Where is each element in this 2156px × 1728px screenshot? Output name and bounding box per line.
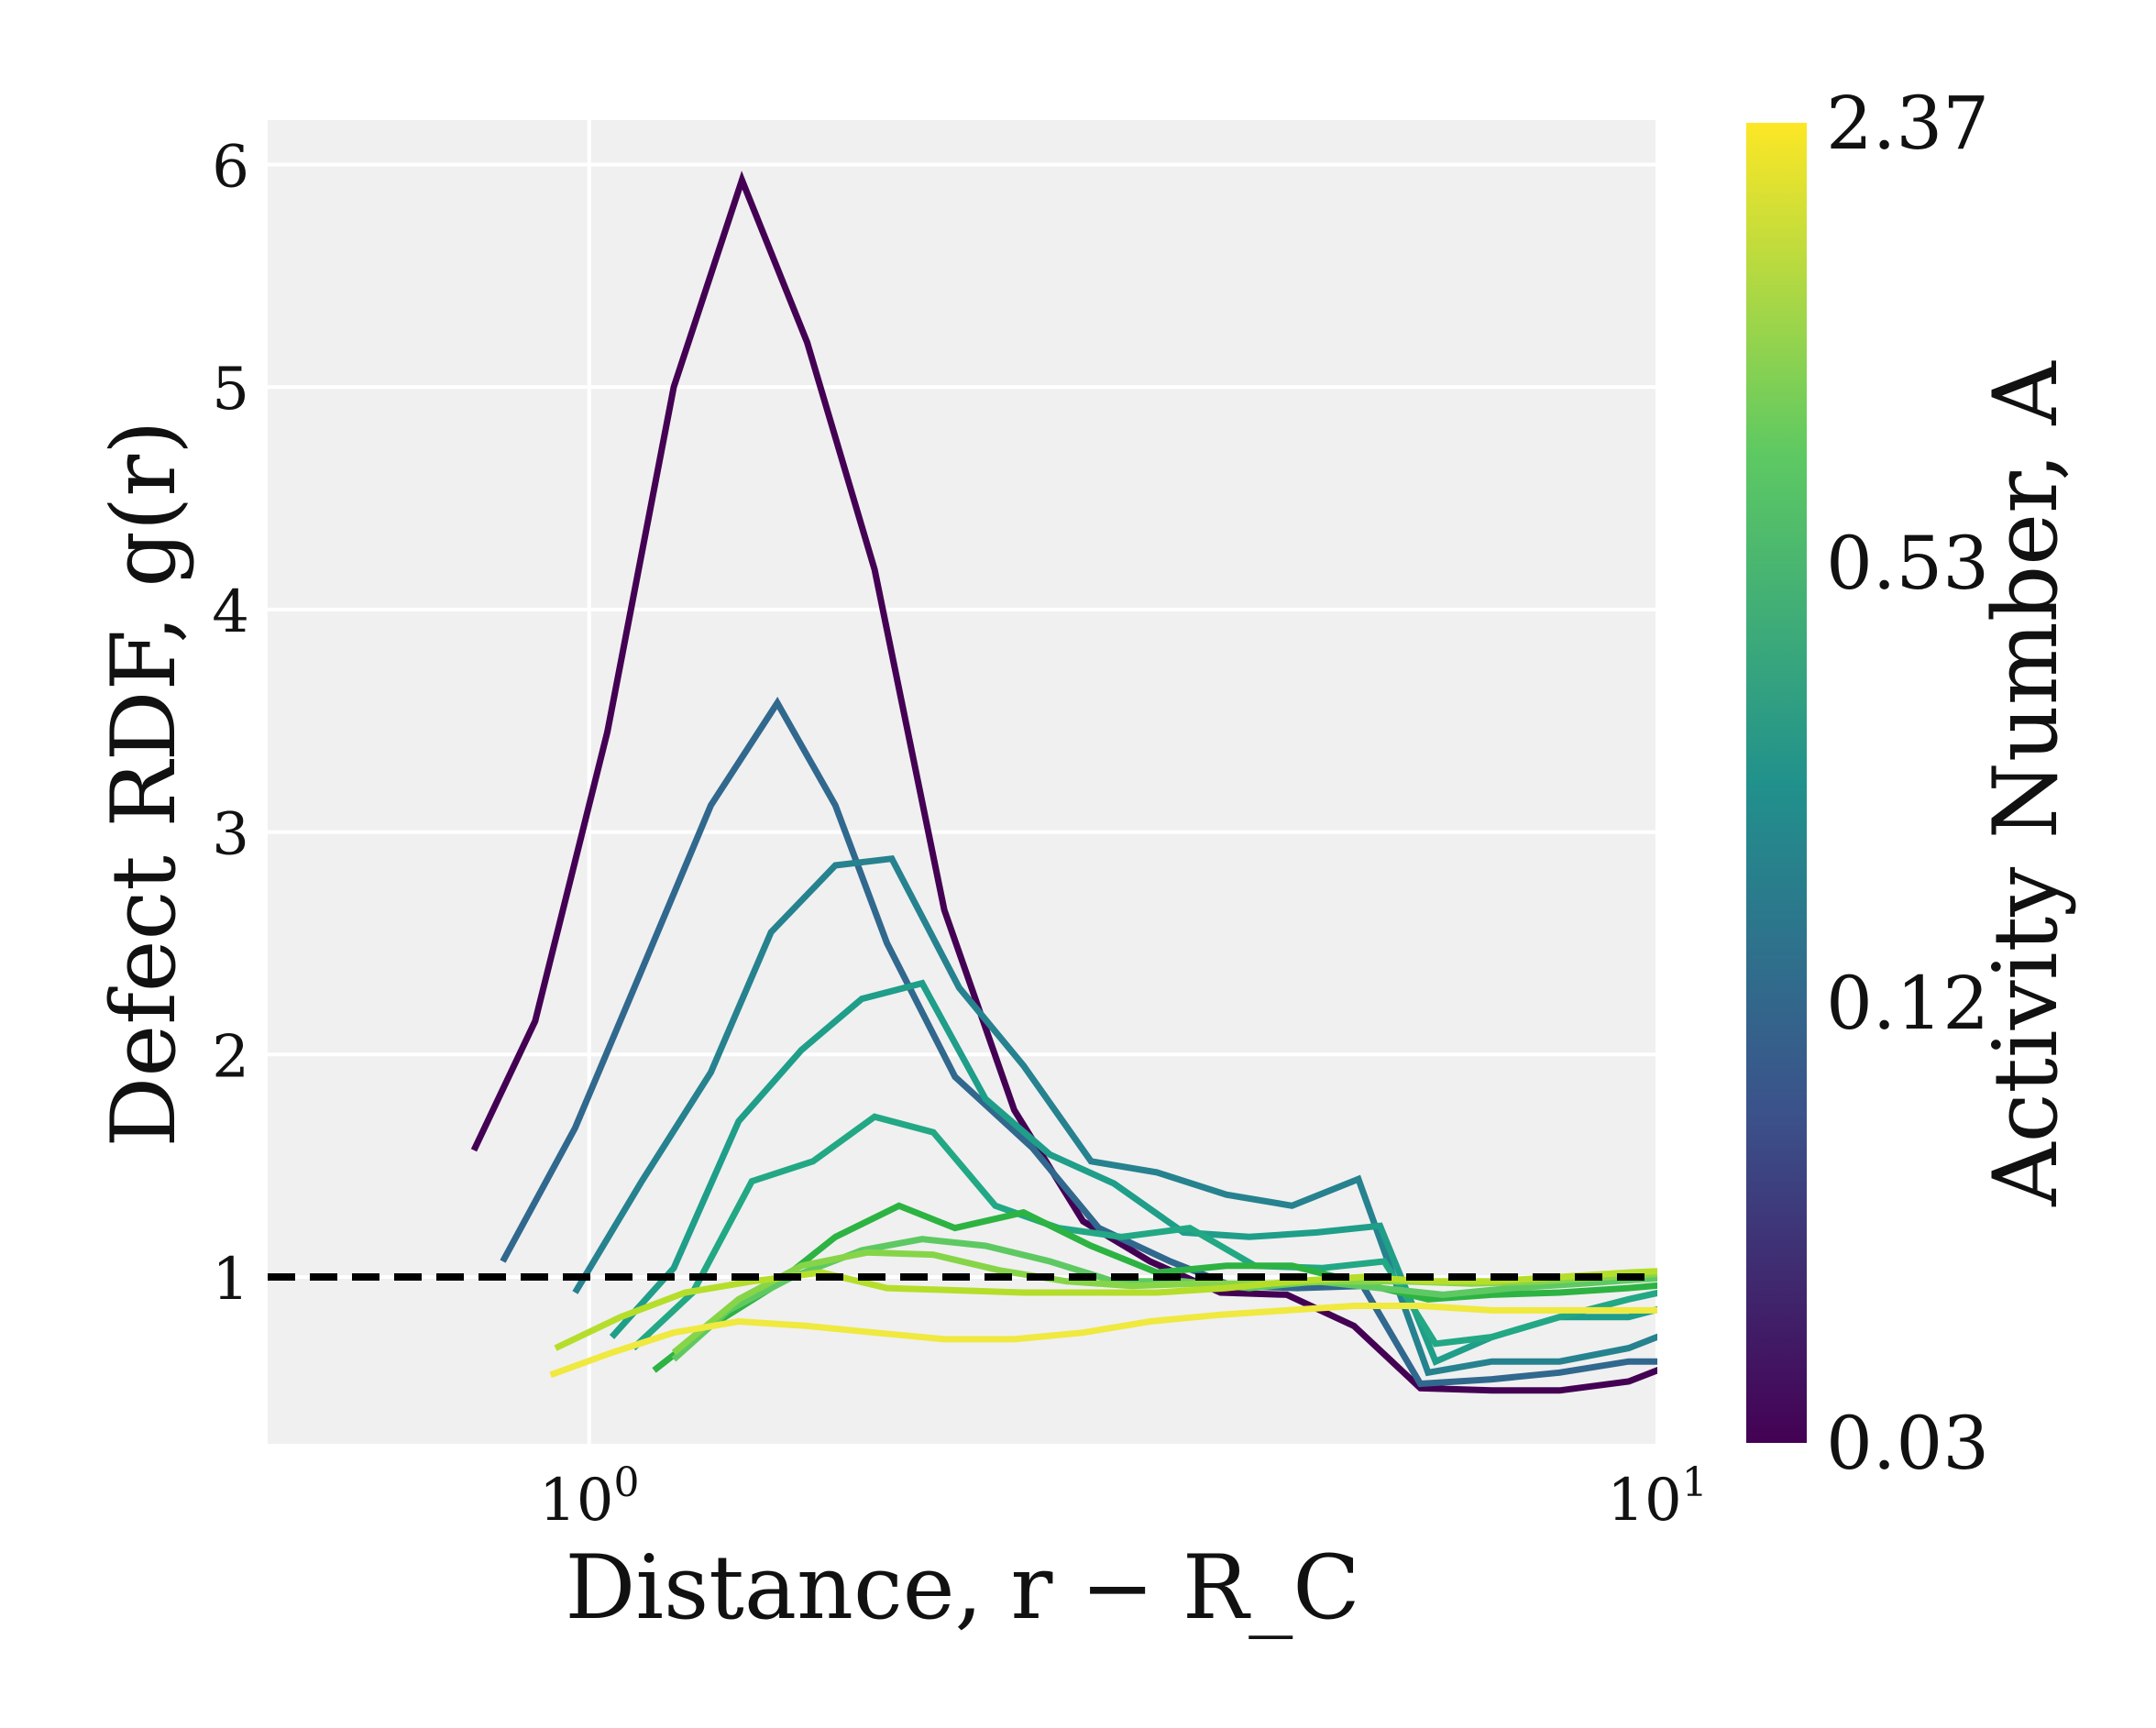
y-tick-labels: 1 2 3 4 5 6	[212, 134, 249, 1314]
colorbar-tick-label: 0.53	[1826, 521, 1989, 606]
series-line	[554, 1268, 1657, 1351]
x-tick-label: 101	[1607, 1459, 1707, 1535]
series-line	[572, 854, 1657, 1377]
series-line	[549, 1303, 1657, 1379]
colorbar-tick-label: 0.12	[1826, 961, 1989, 1046]
colorbar-tick-label: 2.37	[1826, 81, 1989, 166]
series-line	[470, 171, 1657, 1394]
x-tick-labels: 100 101	[539, 1459, 1708, 1535]
y-tick-label: 1	[212, 1246, 249, 1314]
y-tick-label: 2	[212, 1023, 249, 1091]
colorbar-label: Activity Number, A	[1974, 360, 2077, 1207]
colorbar-tick-label: 0.03	[1826, 1401, 1989, 1486]
y-tick-label: 4	[212, 578, 249, 646]
series-line	[631, 1113, 1657, 1351]
series-line	[652, 1202, 1657, 1373]
x-axis-label: Distance, r − R_C	[565, 1536, 1359, 1639]
x-tick-label: 100	[539, 1459, 639, 1535]
y-tick-label: 6	[212, 134, 249, 202]
y-axis-label: Defect RDF, g(r)	[93, 420, 195, 1147]
colorbar	[1746, 123, 1807, 1443]
series-layer	[470, 171, 1657, 1394]
y-tick-label: 5	[212, 356, 249, 424]
y-tick-label: 3	[212, 801, 249, 869]
series-line	[500, 697, 1657, 1388]
colorbar-tick-labels: 0.03 0.12 0.53 2.37	[1826, 81, 1989, 1486]
